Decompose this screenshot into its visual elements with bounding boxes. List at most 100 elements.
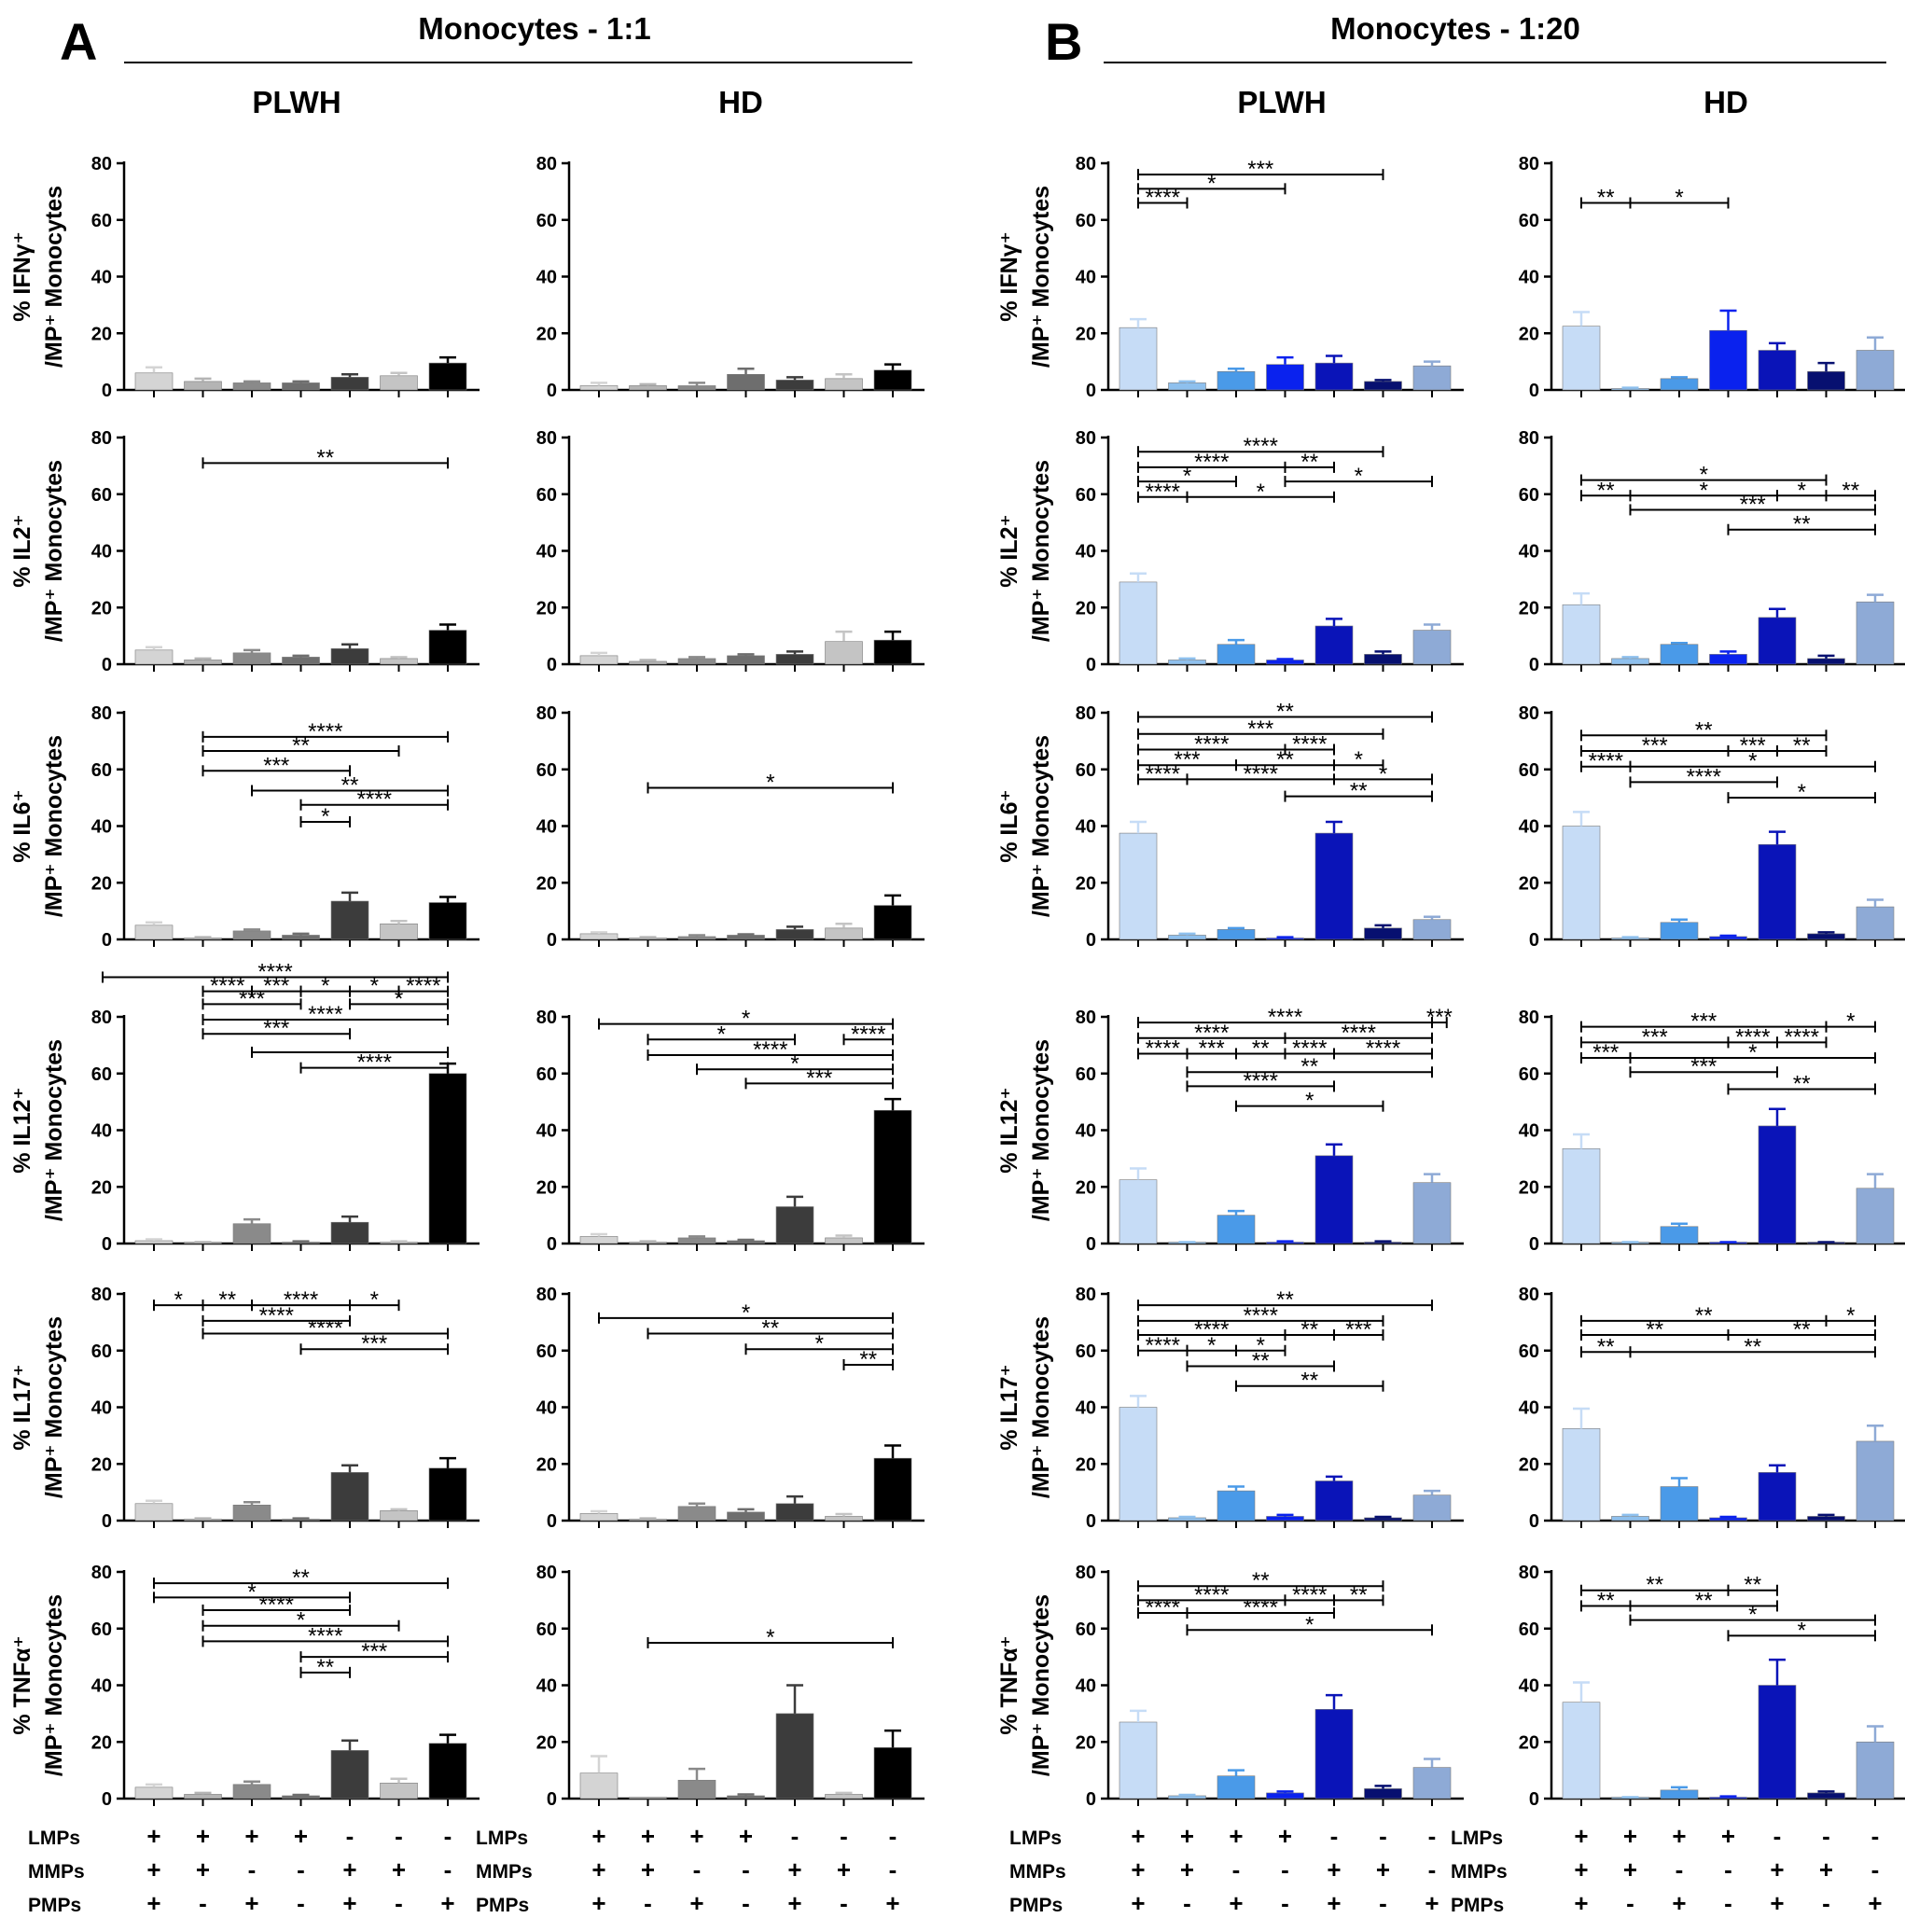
significance-label: ***: [1740, 492, 1766, 517]
significance-bracket: *: [153, 1579, 351, 1605]
significance-bracket: ***: [1137, 747, 1237, 772]
significance-bracket: **: [202, 445, 449, 470]
significance-label: *: [1798, 478, 1806, 503]
y-axis-title: % IL12⁺: [996, 1087, 1022, 1173]
bar-2: [629, 660, 667, 665]
bar-1: [579, 655, 619, 665]
condition-sign: -: [199, 1889, 207, 1917]
condition-sign: -: [1428, 1856, 1437, 1883]
y-tick-label: 80: [1076, 1285, 1096, 1305]
bar-3: [1660, 378, 1699, 391]
significance-bracket: **: [1137, 700, 1433, 725]
bar-2: [1168, 1517, 1206, 1522]
condition-label: MMPs: [28, 1861, 85, 1883]
significance-bracket: ****: [1284, 731, 1335, 757]
y-tick-label: 0: [547, 381, 557, 401]
condition-sign: -: [644, 1889, 652, 1917]
y-tick-label: 0: [1086, 1234, 1096, 1255]
bar-1: [1119, 581, 1158, 665]
y-tick-label: 80: [1076, 703, 1096, 724]
significance-label: **: [1744, 1334, 1761, 1359]
bar-1: [1562, 1702, 1601, 1800]
y-tick-label: 0: [1086, 1789, 1096, 1810]
bar-1: [1119, 1721, 1158, 1800]
y-tick-label: 40: [1076, 542, 1096, 563]
chart-A-HD-TNFa: 0 20 40 60 80 *: [536, 1563, 925, 1810]
bar-4: [1709, 1517, 1747, 1522]
condition-sign: -: [1676, 1856, 1684, 1883]
significance-label: *: [370, 974, 379, 999]
significance-label: ****: [1194, 450, 1229, 475]
significance-bracket: ****: [1137, 1021, 1286, 1046]
significance-label: ****: [1244, 1595, 1278, 1620]
significance-bracket: ****: [202, 1592, 351, 1618]
significance-bracket: *: [1580, 463, 1828, 488]
condition-sign: +: [591, 1822, 605, 1850]
bar-4: [282, 657, 320, 665]
condition-sign: +: [1425, 1889, 1439, 1917]
significance-bracket: *: [1727, 780, 1876, 805]
condition-sign: +: [1278, 1822, 1292, 1850]
condition-label: LMPs: [1451, 1828, 1503, 1849]
bar-6: [380, 923, 418, 940]
bar-5: [330, 1221, 369, 1244]
bar-3: [232, 1504, 271, 1522]
significance-label: **: [1793, 512, 1811, 537]
y-tick-label: 0: [1529, 930, 1539, 951]
y-tick-label: 80: [1076, 428, 1096, 449]
significance-label: *: [1846, 1303, 1855, 1328]
significance-label: **: [1252, 1035, 1270, 1061]
y-tick-label: 20: [1519, 598, 1539, 619]
y-tick-label: 60: [91, 1619, 112, 1640]
significance-bracket: **: [842, 1347, 894, 1372]
significance-label: ***: [1690, 1009, 1717, 1035]
bar-1: [579, 933, 619, 940]
y-tick-label: 60: [1076, 760, 1096, 781]
condition-sign: -: [1724, 1856, 1732, 1883]
y-tick-label: 20: [1519, 324, 1539, 344]
y-tick-label: 0: [1529, 1511, 1539, 1532]
significance-bracket: *: [202, 1608, 400, 1633]
y-tick-label: 60: [91, 1341, 112, 1362]
bar-2: [1168, 660, 1206, 665]
bar-5: [1314, 1709, 1354, 1800]
y-axis-title: % IL17⁺: [996, 1364, 1022, 1450]
significance-label: *: [1798, 1618, 1806, 1643]
significance-label: ****: [357, 1050, 392, 1076]
significance-bracket: ****: [1284, 1582, 1335, 1607]
condition-sign: +: [591, 1856, 605, 1883]
y-tick-label: 60: [91, 760, 112, 781]
y-tick-label: 80: [91, 154, 112, 174]
y-tick-label: 20: [1076, 324, 1096, 344]
y-axis-title: % IL2⁺: [9, 514, 35, 588]
significance-bracket: ****: [202, 1303, 351, 1328]
bar-7: [1856, 906, 1895, 940]
bar-5: [775, 929, 814, 940]
significance-bracket: ****: [1137, 186, 1189, 211]
significance-label: ****: [1244, 761, 1278, 786]
bar-2: [1611, 658, 1649, 665]
condition-sign: +: [1770, 1889, 1784, 1917]
significance-label: ****: [210, 974, 244, 999]
significance-label: *: [1748, 749, 1757, 774]
significance-label: **: [761, 1316, 779, 1341]
bar-1: [579, 1236, 619, 1244]
y-tick-label: 40: [91, 1676, 112, 1697]
condition-sign: +: [146, 1889, 160, 1917]
significance-label: ***: [263, 1016, 289, 1041]
bar-1: [134, 1786, 174, 1800]
significance-label: *: [370, 1287, 379, 1313]
significance-bracket: **: [1284, 450, 1335, 475]
y-tick-label: 60: [536, 1341, 557, 1362]
condition-sign: -: [1773, 1822, 1782, 1850]
panel-letter-a: A: [60, 12, 97, 71]
bar-3: [1660, 1226, 1699, 1244]
significance-label: ****: [1194, 1582, 1229, 1607]
y-axis-title: /MP⁺ Monocytes: [1028, 1316, 1054, 1498]
significance-bracket: ****: [202, 719, 449, 744]
